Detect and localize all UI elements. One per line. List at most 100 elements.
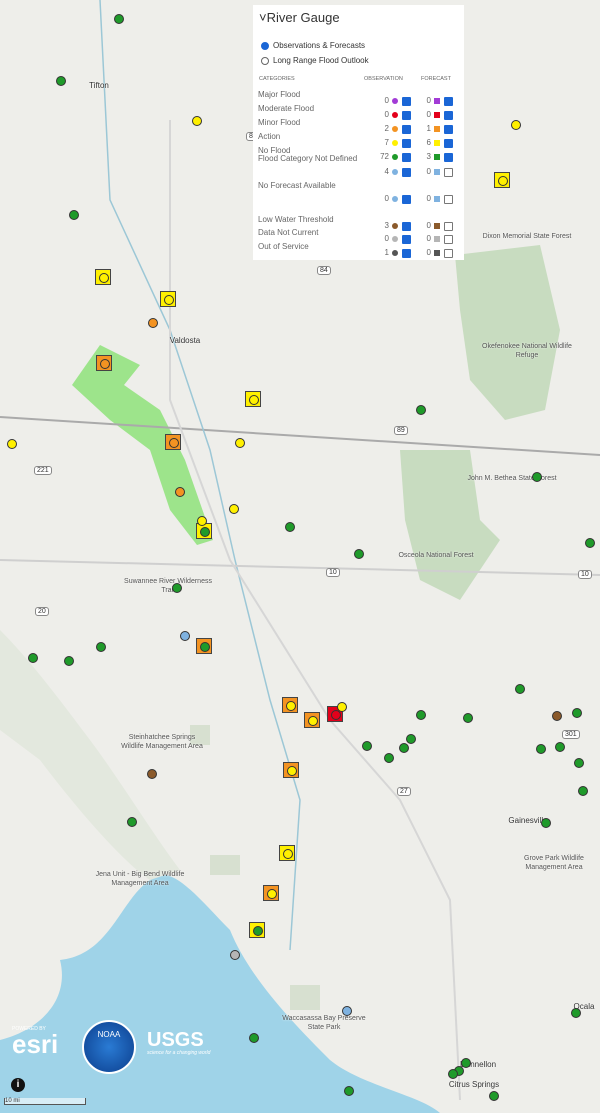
gauge-dot[interactable] bbox=[344, 1086, 354, 1096]
gauge-dot[interactable] bbox=[164, 295, 174, 305]
noaa-logo: NOAA bbox=[82, 1020, 136, 1074]
gauge-dot[interactable] bbox=[572, 708, 582, 718]
forecast-checkbox[interactable] bbox=[444, 110, 453, 120]
gauge-dot[interactable] bbox=[285, 522, 295, 532]
forecast-checkbox[interactable] bbox=[444, 194, 453, 204]
forecast-count: 3 bbox=[426, 151, 431, 161]
gauge-dot[interactable] bbox=[571, 1008, 581, 1018]
observation-checkbox[interactable] bbox=[402, 110, 411, 120]
gauge-dot[interactable] bbox=[406, 734, 416, 744]
gauge-dot[interactable] bbox=[489, 1091, 499, 1101]
observation-checkbox[interactable] bbox=[402, 194, 411, 204]
observation-checkbox[interactable] bbox=[402, 124, 411, 134]
observation-checkbox[interactable] bbox=[402, 96, 411, 106]
gauge-dot[interactable] bbox=[148, 318, 158, 328]
observation-checkbox[interactable] bbox=[402, 138, 411, 148]
gauge-dot[interactable] bbox=[342, 1006, 352, 1016]
gauge-dot[interactable] bbox=[555, 742, 565, 752]
forecast-count: 0 bbox=[426, 220, 431, 230]
gauge-dot[interactable] bbox=[172, 583, 182, 593]
gauge-dot[interactable] bbox=[200, 642, 210, 652]
option[interactable]: Long Range Flood Outlook bbox=[261, 56, 369, 65]
forecast-checkbox[interactable] bbox=[444, 138, 453, 148]
area-label: Waccasassa Bay Preserve State Park bbox=[282, 1015, 366, 1031]
gauge-dot[interactable] bbox=[283, 849, 293, 859]
gauge-dot[interactable] bbox=[253, 926, 263, 936]
gauge-dot[interactable] bbox=[354, 549, 364, 559]
info-button[interactable]: i bbox=[11, 1078, 25, 1092]
gauge-dot[interactable] bbox=[267, 889, 277, 899]
gauge-dot[interactable] bbox=[192, 116, 202, 126]
gauge-dot[interactable] bbox=[308, 716, 318, 726]
city-label: Ocala bbox=[573, 1002, 595, 1011]
gauge-dot[interactable] bbox=[552, 711, 562, 721]
gauge-dot[interactable] bbox=[7, 439, 17, 449]
forecast-checkbox[interactable] bbox=[444, 96, 453, 106]
observation-count: 0 bbox=[384, 95, 389, 105]
gauge-dot[interactable] bbox=[416, 710, 426, 720]
gauge-dot[interactable] bbox=[461, 1058, 471, 1068]
gauge-dot[interactable] bbox=[337, 702, 347, 712]
gauge-dot[interactable] bbox=[249, 395, 259, 405]
forecast-checkbox[interactable] bbox=[444, 248, 453, 258]
gauge-dot[interactable] bbox=[100, 359, 110, 369]
gauge-dot[interactable] bbox=[384, 753, 394, 763]
forecast-checkbox[interactable] bbox=[444, 152, 453, 162]
gauge-dot[interactable] bbox=[197, 516, 207, 526]
observation-swatch bbox=[392, 97, 398, 104]
gauge-dot[interactable] bbox=[331, 710, 341, 720]
gauge-dot[interactable] bbox=[532, 472, 542, 482]
gauge-dot[interactable] bbox=[286, 701, 296, 711]
gauge-dot[interactable] bbox=[416, 405, 426, 415]
gauge-dot[interactable] bbox=[235, 438, 245, 448]
forecast-checkbox[interactable] bbox=[444, 124, 453, 134]
gauge-dot[interactable] bbox=[362, 741, 372, 751]
category-label: No Flood bbox=[258, 146, 291, 155]
wma bbox=[210, 855, 240, 875]
observation-checkbox[interactable] bbox=[402, 234, 411, 244]
area-label: John M. Bethea State Forest bbox=[467, 475, 557, 482]
observation-checkbox[interactable] bbox=[402, 152, 411, 162]
forecast-checkbox[interactable] bbox=[444, 167, 453, 177]
scale-text: 10 mi bbox=[5, 1098, 20, 1104]
gauge-dot[interactable] bbox=[180, 631, 190, 641]
observation-swatch bbox=[392, 222, 398, 229]
gauge-dot[interactable] bbox=[578, 786, 588, 796]
gauge-dot[interactable] bbox=[541, 818, 551, 828]
gauge-dot[interactable] bbox=[574, 758, 584, 768]
observation-checkbox[interactable] bbox=[402, 167, 411, 177]
gauge-dot[interactable] bbox=[536, 744, 546, 754]
gauge-dot[interactable] bbox=[175, 487, 185, 497]
observation-count: 0 bbox=[384, 233, 389, 243]
gauge-dot[interactable] bbox=[200, 527, 210, 537]
gauge-dot[interactable] bbox=[127, 817, 137, 827]
forecast-count: 0 bbox=[426, 193, 431, 203]
observation-checkbox[interactable] bbox=[402, 248, 411, 258]
gauge-dot[interactable] bbox=[28, 653, 38, 663]
gauge-dot[interactable] bbox=[287, 766, 297, 776]
gauge-dot[interactable] bbox=[448, 1069, 458, 1079]
gauge-dot[interactable] bbox=[463, 713, 473, 723]
gauge-dot[interactable] bbox=[249, 1033, 259, 1043]
gauge-dot[interactable] bbox=[64, 656, 74, 666]
option[interactable]: Observations & Forecasts bbox=[261, 41, 365, 50]
gauge-dot[interactable] bbox=[229, 504, 239, 514]
gauge-dot[interactable] bbox=[69, 210, 79, 220]
gauge-dot[interactable] bbox=[147, 769, 157, 779]
gauge-dot[interactable] bbox=[99, 273, 109, 283]
gauge-dot[interactable] bbox=[399, 743, 409, 753]
gauge-dot[interactable] bbox=[585, 538, 595, 548]
flood-area bbox=[72, 345, 213, 545]
gauge-dot[interactable] bbox=[230, 950, 240, 960]
panel-title[interactable]: ˅River Gauge bbox=[259, 10, 340, 25]
forecast-checkbox[interactable] bbox=[444, 221, 453, 231]
gauge-dot[interactable] bbox=[114, 14, 124, 24]
gauge-dot[interactable] bbox=[511, 120, 521, 130]
gauge-dot[interactable] bbox=[498, 176, 508, 186]
observation-checkbox[interactable] bbox=[402, 221, 411, 231]
gauge-dot[interactable] bbox=[169, 438, 179, 448]
gauge-dot[interactable] bbox=[96, 642, 106, 652]
gauge-dot[interactable] bbox=[515, 684, 525, 694]
gauge-dot[interactable] bbox=[56, 76, 66, 86]
forecast-checkbox[interactable] bbox=[444, 234, 453, 244]
